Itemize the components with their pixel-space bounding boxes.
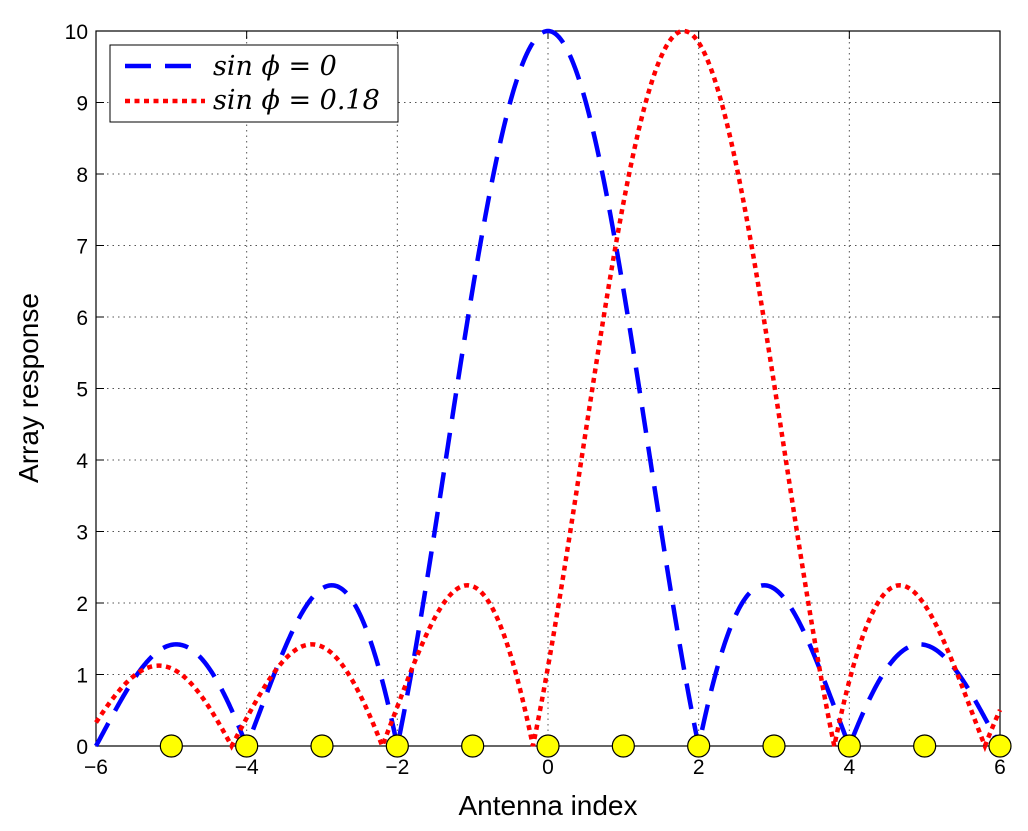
marker-point bbox=[611, 734, 635, 758]
legend-label-series-1: sin ϕ = 0.18 bbox=[213, 85, 380, 116]
x-tick-label: 0 bbox=[542, 756, 554, 779]
marker-point bbox=[159, 734, 183, 758]
legend-label-series-0: sin ϕ = 0 bbox=[213, 51, 337, 82]
marker-point bbox=[385, 734, 409, 758]
y-tick-label: 6 bbox=[76, 307, 88, 330]
y-tick-label: 0 bbox=[76, 736, 88, 759]
y-axis-label: Array response bbox=[13, 293, 44, 483]
x-tick-labels: −6 −4 −2 0 2 4 6 bbox=[84, 756, 1006, 779]
marker-point bbox=[235, 734, 259, 758]
series-line-1 bbox=[94, 28, 1003, 753]
legend: sin ϕ = 0 sin ϕ = 0.18 bbox=[109, 44, 399, 123]
marker-point bbox=[536, 734, 560, 758]
x-tick-label: −6 bbox=[84, 756, 108, 779]
marker-point bbox=[461, 734, 485, 758]
x-axis-label: Antenna index bbox=[458, 790, 637, 821]
y-tick-label: 7 bbox=[76, 236, 88, 259]
y-tick-label: 3 bbox=[76, 522, 88, 545]
x-tick-label: 2 bbox=[693, 756, 705, 779]
x-tick-label: 6 bbox=[994, 756, 1006, 779]
marker-points bbox=[159, 734, 1012, 758]
y-tick-label: 2 bbox=[76, 593, 88, 616]
y-tick-label: 9 bbox=[76, 93, 88, 116]
marker-point bbox=[687, 734, 711, 758]
y-tick-label: 5 bbox=[76, 379, 88, 402]
x-tick-label: −4 bbox=[235, 756, 259, 779]
y-tick-label: 8 bbox=[76, 164, 88, 187]
x-tick-label: −2 bbox=[385, 756, 409, 779]
y-tick-label: 10 bbox=[65, 21, 88, 44]
legend-box bbox=[109, 44, 399, 123]
x-tick-label: 4 bbox=[843, 756, 855, 779]
y-tick-label: 4 bbox=[76, 450, 88, 473]
marker-point bbox=[913, 734, 937, 758]
grid-lines bbox=[96, 31, 1000, 746]
marker-point bbox=[988, 734, 1012, 758]
marker-point bbox=[837, 734, 861, 758]
marker-point bbox=[762, 734, 786, 758]
marker-point bbox=[310, 734, 334, 758]
y-tick-label: 1 bbox=[76, 665, 88, 688]
y-tick-labels: 0 1 2 3 4 5 6 7 8 9 10 bbox=[65, 21, 89, 759]
